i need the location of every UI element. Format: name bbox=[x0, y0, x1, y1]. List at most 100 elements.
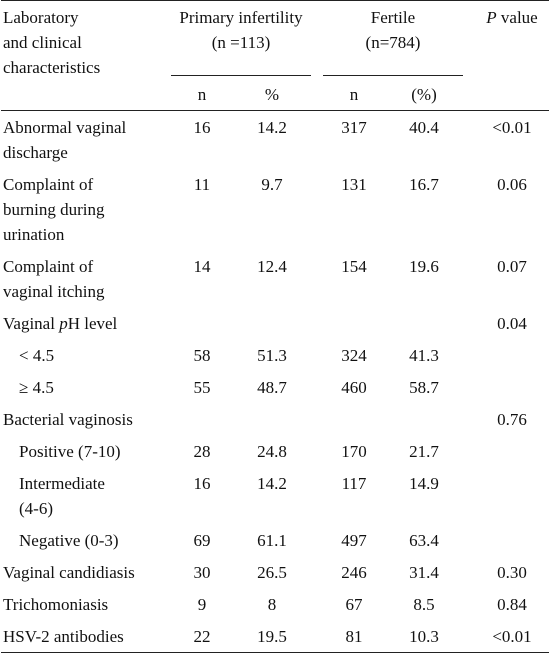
spacer bbox=[463, 307, 475, 339]
cell-value: 63.4 bbox=[409, 531, 439, 550]
p-value: 0.76 bbox=[497, 410, 527, 429]
label-line: Trichomoniasis bbox=[3, 595, 109, 614]
data-table: Laboratory and clinical characteristics Pri… bbox=[1, 0, 549, 653]
group-header: Primary infertility (n =113) bbox=[171, 0, 311, 76]
header-label: Laboratory and clinical characteristics bbox=[1, 0, 171, 111]
cell-value: 48.7 bbox=[257, 378, 287, 397]
cell-value: 14.2 bbox=[257, 474, 287, 493]
cell-value: 58.7 bbox=[409, 378, 439, 397]
row-label: Complaint of vaginal itching bbox=[1, 250, 171, 307]
header-label-line: characteristics bbox=[3, 58, 101, 77]
cell-value: 55 bbox=[193, 378, 211, 397]
spacer bbox=[463, 588, 475, 620]
spacer bbox=[463, 339, 475, 371]
spacer bbox=[311, 250, 323, 307]
p-value: 0.07 bbox=[497, 257, 527, 276]
p-value: 0.30 bbox=[497, 563, 527, 582]
cell-value: 16.7 bbox=[409, 175, 439, 194]
header-label-line: Laboratory bbox=[3, 8, 79, 27]
label-line: < 4.5 bbox=[19, 346, 55, 365]
p-value-text: value bbox=[496, 8, 538, 27]
empty-cell bbox=[323, 307, 385, 339]
spacer bbox=[463, 250, 475, 307]
cell-value: 22 bbox=[171, 620, 233, 653]
empty-cell bbox=[323, 403, 385, 435]
subheader: (%) bbox=[385, 75, 463, 111]
row-label: ≥ 4.5 bbox=[1, 371, 171, 403]
table-row: Vaginal pH level 0.04 bbox=[1, 307, 549, 339]
spacer bbox=[311, 75, 323, 111]
subheader: n bbox=[171, 75, 233, 111]
p-value-text: P bbox=[486, 8, 497, 27]
row-label: Trichomoniasis bbox=[1, 588, 171, 620]
cell-value: 61.1 bbox=[257, 531, 287, 550]
cell-value: 30 bbox=[193, 563, 211, 582]
header-label-line: and clinical bbox=[3, 33, 82, 52]
cell-value: 58 bbox=[193, 346, 211, 365]
cell-value: 8 bbox=[267, 595, 277, 614]
spacer bbox=[463, 620, 475, 653]
spacer bbox=[463, 111, 475, 169]
subheader: n bbox=[323, 75, 385, 111]
p-value: <0.01 bbox=[492, 118, 532, 137]
group-header: Fertile (n=784) bbox=[323, 0, 463, 76]
label-segment: p bbox=[59, 314, 68, 333]
spacer bbox=[311, 556, 323, 588]
cell-value: 497 bbox=[341, 531, 367, 550]
row-label: Bacterial vaginosis bbox=[1, 403, 171, 435]
cell-value: 9 bbox=[197, 595, 207, 614]
cell-value: 246 bbox=[341, 563, 367, 582]
spacer bbox=[311, 403, 323, 435]
table-row: HSV-2 antibodies 22 19.5 81 10.3 <0.01 bbox=[1, 620, 549, 653]
label-line: HSV-2 antibodies bbox=[3, 627, 124, 646]
table-row: Negative (0-3) 69 61.1 497 63.4 bbox=[1, 524, 549, 556]
spacer bbox=[311, 435, 323, 467]
cell-value: 14 bbox=[193, 257, 211, 276]
row-label: Intermediate (4-6) bbox=[1, 467, 171, 524]
label-line: Complaint of bbox=[3, 175, 94, 194]
row-label: HSV-2 antibodies bbox=[1, 620, 171, 653]
empty-cell bbox=[171, 403, 233, 435]
label-line: Abnormal vaginal bbox=[3, 118, 127, 137]
label-line: (4-6) bbox=[19, 499, 53, 518]
empty-cell bbox=[385, 307, 463, 339]
cell-value: 40.4 bbox=[409, 118, 439, 137]
spacer bbox=[311, 467, 323, 524]
table-row: Complaint of burning during urination 11 9.7… bbox=[1, 168, 549, 250]
table-row: < 4.5 58 51.3 324 41.3 bbox=[1, 339, 549, 371]
table-row: Intermediate (4-6) 16 14.2 117 14.9 bbox=[1, 467, 549, 524]
spacer bbox=[311, 588, 323, 620]
empty-cell bbox=[233, 403, 311, 435]
empty-cell bbox=[475, 467, 549, 524]
label-line: Vaginal candidiasis bbox=[3, 563, 135, 582]
table-row: Abnormal vaginal discharge 16 14.2 317 40.4 <0… bbox=[1, 111, 549, 169]
table-row: Bacterial vaginosis 0.76 bbox=[1, 403, 549, 435]
label-line: burning during bbox=[3, 200, 105, 219]
spacer bbox=[463, 0, 475, 76]
table-row: Positive (7-10) 28 24.8 170 21.7 bbox=[1, 435, 549, 467]
label-line: urination bbox=[3, 225, 65, 244]
subheader-row: n% n (%) bbox=[1, 75, 549, 111]
row-label: Complaint of burning during urination bbox=[1, 168, 171, 250]
row-label: < 4.5 bbox=[1, 339, 171, 371]
label-line: Positive (7-10) bbox=[19, 442, 121, 461]
cell-value: 460 bbox=[341, 378, 367, 397]
empty-cell bbox=[475, 371, 549, 403]
cell-value: 16 bbox=[193, 474, 211, 493]
group-n: (n=784) bbox=[365, 33, 421, 52]
group-name: Primary infertility bbox=[179, 8, 303, 27]
row-label: Vaginal pH level bbox=[1, 307, 171, 339]
spacer bbox=[463, 435, 475, 467]
row-label: Positive (7-10) bbox=[1, 435, 171, 467]
row-label: Vaginal candidiasis bbox=[1, 556, 171, 588]
cell-value: 69 bbox=[193, 531, 211, 550]
table-header: Laboratory and clinical characteristics Pri… bbox=[1, 0, 549, 111]
header-row: Laboratory and clinical characteristics Pri… bbox=[1, 0, 549, 111]
p-value: <0.01 bbox=[475, 620, 549, 653]
spacer bbox=[311, 0, 323, 76]
table-row: Vaginal candidiasis 30 26.5 246 31.4 0.30 bbox=[1, 556, 549, 588]
cell-value: 14.9 bbox=[409, 474, 439, 493]
cell-value: 117 bbox=[341, 474, 367, 493]
cell-value: 154 bbox=[341, 257, 367, 276]
spacer bbox=[311, 111, 323, 169]
